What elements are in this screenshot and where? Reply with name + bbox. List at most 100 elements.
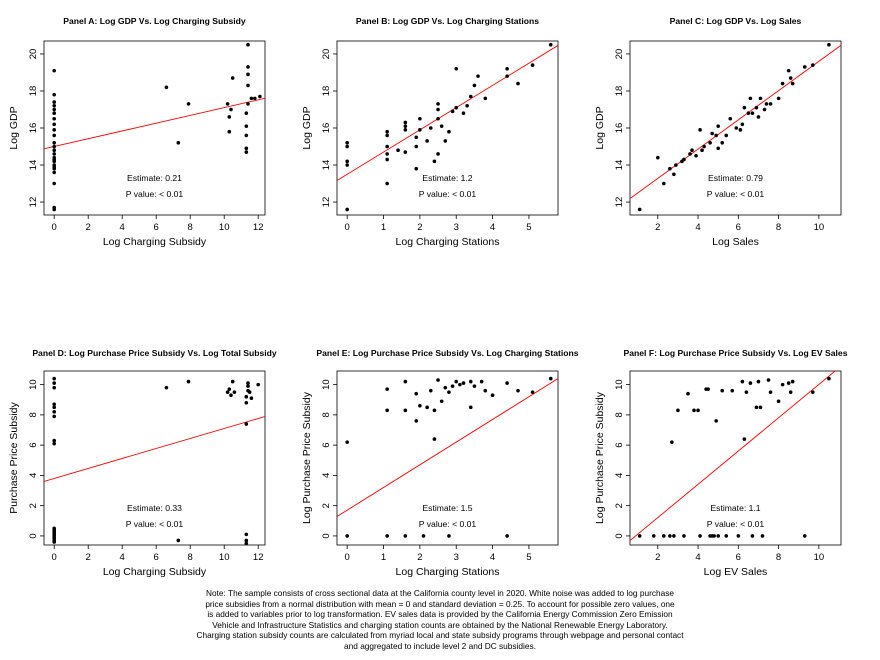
- x-tick-label: 0: [345, 552, 350, 563]
- data-point: [52, 526, 56, 531]
- data-point: [682, 157, 686, 162]
- data-point: [52, 376, 56, 381]
- data-point: [52, 155, 56, 160]
- x-tick-label: 4: [120, 222, 125, 233]
- data-point: [396, 148, 400, 153]
- y-tick-label: 2: [28, 503, 39, 508]
- data-point: [345, 144, 349, 149]
- data-point: [450, 109, 455, 114]
- data-point: [479, 379, 484, 384]
- data-point: [461, 111, 466, 115]
- y-tick-label: 4: [614, 473, 625, 478]
- data-point: [227, 129, 232, 134]
- regression-line: [337, 378, 558, 517]
- data-point: [728, 116, 733, 121]
- data-point: [403, 150, 408, 154]
- data-point: [439, 399, 444, 404]
- data-point: [249, 396, 254, 401]
- data-point: [246, 42, 250, 47]
- data-point: [756, 115, 761, 119]
- note-line: Vehicle and Infrastructure Statistics an…: [212, 619, 668, 630]
- data-point: [756, 379, 761, 384]
- data-point: [385, 387, 389, 391]
- y-tick-label: 14: [321, 160, 332, 171]
- data-point: [750, 534, 755, 538]
- data-point: [230, 76, 235, 80]
- data-point: [244, 538, 249, 543]
- data-point: [52, 438, 56, 443]
- y-tick-label: 18: [28, 86, 39, 97]
- data-point: [403, 128, 408, 132]
- data-point: [670, 440, 674, 444]
- x-tick-label: 8: [776, 222, 781, 233]
- panel-title: Panel D: Log Purchase Price Subsidy Vs. …: [32, 348, 277, 358]
- estimate-label: Estimate: 0.21: [127, 173, 182, 183]
- data-point: [724, 133, 729, 138]
- x-tick-label: 5: [526, 552, 531, 563]
- note-line: Charging station subsidy counts are calc…: [196, 630, 684, 641]
- x-tick-label: 0: [52, 222, 57, 233]
- data-point: [454, 105, 459, 110]
- data-point: [738, 128, 743, 132]
- x-tick-label: 3: [454, 222, 459, 233]
- data-point: [454, 66, 459, 71]
- data-point: [385, 181, 389, 186]
- regression-line: [44, 97, 265, 150]
- data-point: [244, 541, 249, 546]
- x-tick-label: 0: [345, 222, 350, 233]
- data-point: [676, 408, 680, 413]
- data-point: [247, 390, 252, 394]
- panel-c: Panel C: Log GDP Vs. Log Sales 2 4 6 8 10 12 14…: [594, 16, 842, 248]
- y-tick-label: 18: [321, 86, 332, 97]
- data-point: [418, 116, 422, 121]
- data-point: [244, 133, 249, 138]
- data-point: [439, 124, 444, 128]
- data-point: [744, 390, 749, 394]
- x-tick-label: 2: [417, 222, 422, 233]
- y-tick-label: 10: [28, 379, 39, 390]
- data-point: [52, 141, 56, 145]
- x-tick-label: 2: [655, 552, 660, 563]
- data-point: [662, 534, 666, 538]
- data-point: [758, 96, 763, 101]
- data-point: [682, 534, 686, 538]
- data-point: [52, 402, 56, 407]
- data-point: [827, 42, 831, 47]
- data-point: [786, 68, 791, 73]
- data-point: [698, 534, 702, 538]
- data-point: [385, 144, 389, 149]
- data-point: [436, 107, 440, 112]
- data-point: [811, 390, 815, 394]
- y-tick-label: 10: [321, 379, 332, 390]
- data-point: [52, 205, 56, 210]
- x-tick-label: 0: [52, 552, 57, 563]
- data-point: [672, 534, 676, 538]
- data-point: [458, 382, 462, 387]
- data-point: [768, 390, 773, 394]
- data-point: [246, 102, 250, 106]
- data-point: [385, 534, 389, 538]
- data-point: [256, 382, 261, 387]
- data-point: [748, 381, 753, 385]
- data-point: [176, 141, 181, 145]
- data-point: [736, 534, 741, 538]
- data-point: [447, 390, 451, 394]
- x-tick-label: 12: [253, 552, 264, 563]
- data-point: [176, 538, 181, 543]
- data-point: [827, 376, 831, 381]
- x-tick-label: 8: [188, 552, 193, 563]
- y-axis-label: Log GDP: [301, 106, 313, 149]
- pvalue-label: P value: < 0.01: [419, 189, 477, 199]
- x-tick-label: 6: [736, 552, 741, 563]
- data-point: [52, 410, 56, 414]
- data-point: [52, 103, 56, 108]
- data-point: [345, 159, 349, 164]
- data-point: [414, 419, 419, 423]
- x-axis-label: Log EV Sales: [704, 566, 768, 578]
- panel-title: Panel B: Log GDP Vs. Log Charging Statio…: [356, 16, 539, 26]
- data-point: [742, 105, 747, 110]
- y-tick-label: 16: [614, 123, 625, 134]
- data-point: [403, 408, 408, 413]
- data-point: [246, 381, 250, 385]
